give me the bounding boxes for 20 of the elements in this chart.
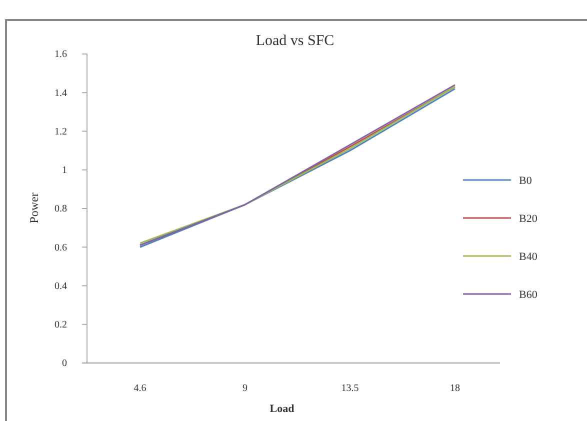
x-tick-label: 9 (242, 383, 248, 394)
x-tick-label: 4.6 (134, 383, 146, 394)
chart-title: Load vs SFC (256, 33, 334, 49)
legend-label: B20 (519, 213, 538, 225)
y-tick-label: 0.6 (54, 242, 67, 254)
legend-label: B0 (519, 175, 532, 187)
y-tick-label: 1.4 (54, 88, 67, 99)
x-tick-label: 13.5 (341, 383, 359, 394)
y-tick-label: 1.6 (54, 49, 67, 60)
y-tick-label: 0 (62, 358, 67, 370)
y-tick-label: 0.2 (54, 320, 67, 331)
legend-label: B40 (519, 251, 538, 263)
y-tick-label: 1.2 (54, 126, 67, 138)
y-tick-label: 0.8 (54, 204, 67, 215)
y-tick-label: 1 (62, 165, 67, 176)
y-axis-title: Power (27, 192, 41, 224)
legend-label: B60 (519, 289, 538, 301)
y-tick-label: 0.4 (54, 280, 67, 292)
x-tick-label: 18 (450, 383, 460, 394)
x-axis-title: Load (270, 403, 294, 415)
